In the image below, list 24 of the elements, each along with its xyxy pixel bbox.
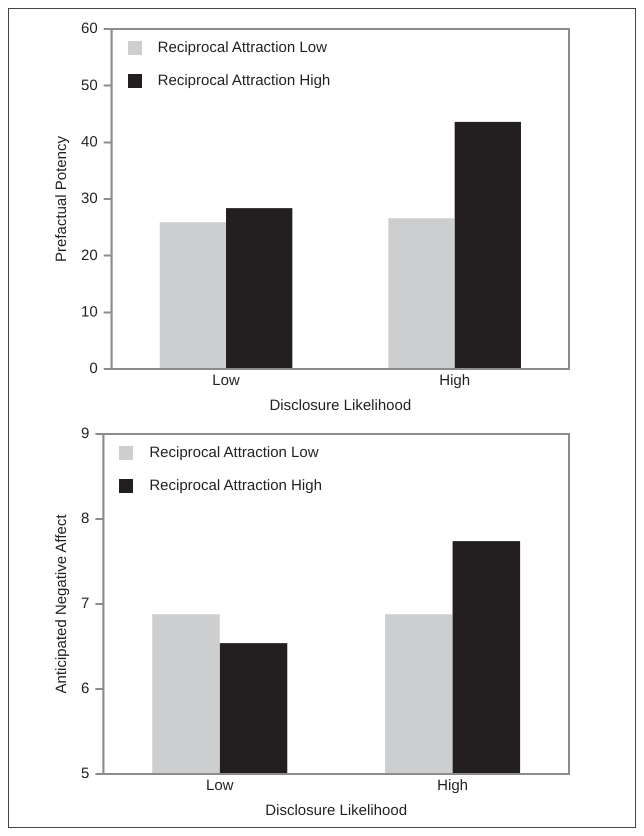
y-tick-label: 6 xyxy=(81,680,90,698)
y-tick-label: 20 xyxy=(80,246,98,264)
legend-label: Reciprocal Attraction High xyxy=(158,72,330,89)
x-axis-title: Disclosure Likelihood xyxy=(265,802,408,820)
x-tick-label: High xyxy=(439,372,470,390)
legend-label: Reciprocal Attraction Low xyxy=(149,444,319,461)
x-tick-label: High xyxy=(437,777,468,794)
y-tick-label: 0 xyxy=(89,360,98,378)
y-axis-title: Anticipated Negative Affect xyxy=(53,514,70,694)
x-axis-title: Disclosure Likelihood xyxy=(269,397,412,414)
x-tick-label: Low xyxy=(206,777,234,794)
y-tick-label: 50 xyxy=(80,76,98,94)
x-tick-label: Low xyxy=(212,372,240,390)
y-tick-label: 5 xyxy=(81,765,90,782)
y-tick-label: 7 xyxy=(81,595,90,612)
y-tick-label: 40 xyxy=(80,133,98,150)
legend-label: Reciprocal Attraction High xyxy=(149,477,322,494)
y-tick-label: 60 xyxy=(80,20,98,38)
legend-label: Reciprocal Attraction Low xyxy=(158,39,327,56)
y-tick-label: 30 xyxy=(80,190,98,208)
y-tick-label: 9 xyxy=(81,425,90,442)
y-tick-label: 8 xyxy=(81,510,90,528)
y-axis-title: Prefactual Potency xyxy=(53,136,70,262)
y-tick-label: 10 xyxy=(80,303,98,320)
